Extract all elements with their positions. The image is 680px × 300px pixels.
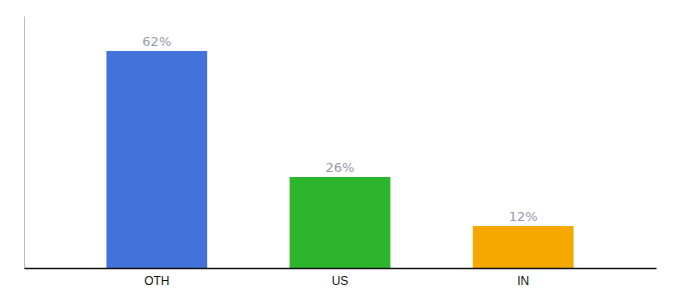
bar	[106, 51, 207, 268]
data-label: 62%	[142, 34, 171, 49]
bar	[473, 226, 574, 268]
data-label: 12%	[509, 209, 538, 224]
y-axis-line	[24, 17, 25, 269]
x-axis: OTH US IN	[25, 269, 657, 288]
x-tick: OTH	[144, 274, 169, 288]
chart: OTH US IN 62% 26% 12%	[0, 0, 680, 300]
x-tick-label: US	[332, 274, 349, 288]
x-axis-line	[25, 268, 657, 270]
x-tick: IN	[517, 274, 529, 288]
y-axis	[24, 17, 25, 269]
data-label: 26%	[326, 160, 355, 175]
bar	[290, 177, 391, 268]
plot: OTH US IN 62% 26% 12%	[25, 17, 657, 288]
x-tick-label: IN	[517, 274, 529, 288]
x-tick-label: OTH	[144, 274, 169, 288]
bars	[106, 51, 573, 268]
x-tick: US	[332, 274, 349, 288]
data-labels: 62% 26% 12%	[142, 34, 537, 224]
